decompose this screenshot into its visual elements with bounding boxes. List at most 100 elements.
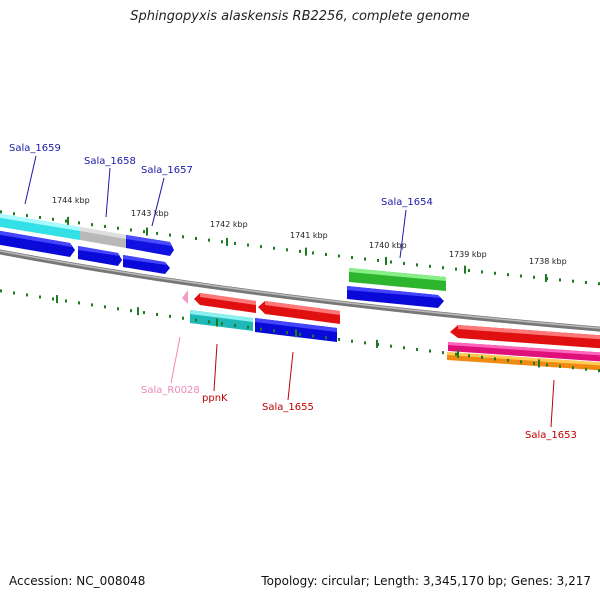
- scale-label-1742: 1742 kbp: [210, 220, 248, 229]
- scale-label-1738: 1738 kbp: [529, 257, 567, 266]
- scale-ticks-top: [0, 210, 600, 286]
- minor-tick: [117, 307, 119, 311]
- gene-sala-r0028[interactable]: [182, 290, 188, 304]
- minor-tick: [286, 248, 288, 252]
- leader-sala-1657: [151, 177, 165, 227]
- minor-tick: [13, 212, 15, 216]
- label-sala-1653[interactable]: Sala_1653: [525, 430, 577, 441]
- label-sala-1655[interactable]: Sala_1655: [262, 402, 314, 413]
- gene-sala-1654[interactable]: [349, 268, 446, 291]
- minor-tick: [13, 291, 15, 295]
- leader-sala-1654: [399, 209, 407, 259]
- accession-label: Accession: NC_008048: [9, 574, 146, 588]
- leader-sala-1659: [24, 155, 37, 205]
- minor-tick: [533, 275, 535, 279]
- major-tick: [67, 216, 69, 225]
- gene-sala-1657[interactable]: [126, 235, 174, 256]
- minor-tick: [247, 325, 249, 329]
- scale-label-1741: 1741 kbp: [290, 231, 328, 240]
- minor-tick: [338, 254, 340, 258]
- minor-tick: [442, 266, 444, 270]
- minor-tick: [52, 297, 54, 301]
- scale-ticks-bottom: [0, 289, 600, 373]
- scale-label-1744: 1744 kbp: [52, 196, 90, 205]
- minor-tick: [325, 252, 327, 256]
- gene-sala-1659[interactable]: [0, 213, 80, 240]
- minor-tick: [364, 341, 366, 345]
- minor-tick: [286, 331, 288, 335]
- minor-tick: [468, 269, 470, 273]
- minor-tick: [572, 279, 574, 283]
- gene-sala-1655[interactable]: [258, 301, 340, 324]
- major-tick: [376, 339, 378, 348]
- minor-tick: [182, 235, 184, 239]
- minor-tick: [260, 245, 262, 249]
- label-ppnk[interactable]: ppnK: [202, 393, 228, 404]
- minor-tick: [195, 318, 197, 322]
- minor-tick: [130, 309, 132, 313]
- scale-label-1739: 1739 kbp: [449, 250, 487, 259]
- minor-tick: [494, 271, 496, 275]
- major-tick: [305, 247, 307, 256]
- leader-sala-1658: [105, 167, 111, 218]
- label-sala-1658[interactable]: Sala_1658: [84, 156, 136, 167]
- major-tick: [137, 307, 139, 316]
- label-sala-r0028[interactable]: Sala_R0028: [141, 385, 200, 396]
- minor-tick: [416, 263, 418, 267]
- cds-row-top-inner[interactable]: [0, 230, 170, 274]
- minor-tick: [169, 314, 171, 318]
- minor-tick: [39, 215, 41, 219]
- minor-tick: [481, 355, 483, 359]
- leader-sala-r0028: [170, 336, 181, 384]
- minor-tick: [52, 217, 54, 221]
- label-sala-1659[interactable]: Sala_1659: [9, 143, 61, 154]
- minor-tick: [117, 226, 119, 230]
- minor-tick: [546, 363, 548, 367]
- minor-tick: [442, 351, 444, 355]
- minor-tick: [78, 221, 80, 225]
- minor-tick: [78, 301, 80, 305]
- minor-tick: [520, 360, 522, 364]
- minor-tick: [0, 210, 2, 214]
- minor-tick: [390, 260, 392, 264]
- minor-tick: [585, 280, 587, 284]
- label-sala-1654[interactable]: Sala_1654: [381, 197, 433, 208]
- minor-tick: [221, 240, 223, 244]
- minor-tick: [221, 322, 223, 326]
- minor-tick: [91, 223, 93, 227]
- minor-tick: [0, 289, 2, 293]
- minor-tick: [559, 278, 561, 282]
- minor-tick: [104, 224, 106, 228]
- major-tick: [216, 318, 218, 327]
- minor-tick: [520, 274, 522, 278]
- minor-tick: [481, 270, 483, 274]
- minor-tick: [208, 320, 210, 324]
- minor-tick: [507, 358, 509, 362]
- genome-summary: Topology: circular; Length: 3,345,170 bp…: [261, 574, 591, 588]
- minor-tick: [403, 261, 405, 265]
- minor-tick: [39, 295, 41, 299]
- gene-sala-1658[interactable]: [80, 227, 126, 248]
- gene-sala-1653[interactable]: [450, 325, 600, 349]
- minor-tick: [247, 243, 249, 247]
- gene-ppnk[interactable]: [194, 293, 256, 313]
- label-sala-1657[interactable]: Sala_1657: [141, 165, 193, 176]
- minor-tick: [598, 369, 600, 373]
- minor-tick: [325, 336, 327, 340]
- major-tick: [545, 273, 547, 282]
- feature-strips-right[interactable]: [447, 342, 600, 371]
- minor-tick: [377, 259, 379, 263]
- minor-tick: [26, 293, 28, 297]
- minor-tick: [143, 311, 145, 315]
- minor-tick: [104, 305, 106, 309]
- minor-tick: [273, 329, 275, 333]
- minor-tick: [455, 267, 457, 271]
- major-tick: [295, 329, 297, 338]
- minor-tick: [234, 324, 236, 328]
- genome-backbone: [0, 249, 600, 332]
- minor-tick: [429, 349, 431, 353]
- minor-tick: [234, 241, 236, 245]
- cds-sala-1654[interactable]: [347, 286, 444, 308]
- minor-tick: [598, 282, 600, 286]
